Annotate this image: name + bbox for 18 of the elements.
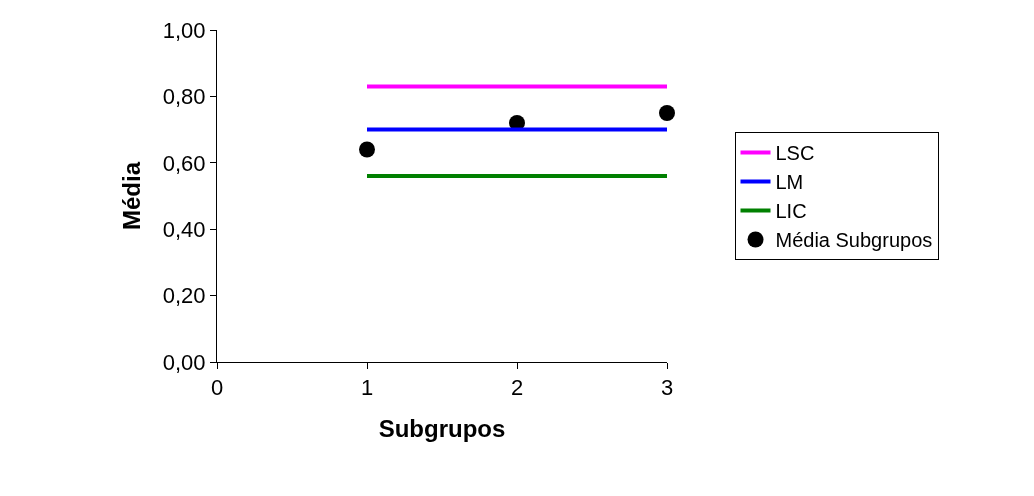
y-tick-label: 0,00: [162, 349, 206, 375]
legend-label: Média Subgrupos: [775, 229, 933, 252]
y-tick-label: 0,40: [162, 216, 206, 242]
x-axis-title: Subgrupos: [378, 414, 506, 442]
y-tick-label: 1,00: [162, 17, 206, 43]
y-tick-label: 0,60: [162, 150, 206, 176]
y-tick-label: 0,20: [162, 283, 206, 309]
point: [359, 141, 375, 158]
y-tick-label: 0,80: [162, 84, 206, 110]
x-tick-label: 1: [360, 375, 374, 401]
x-tick-label: 3: [660, 375, 674, 401]
legend-label: LM: [775, 171, 804, 194]
x-tick-label: 0: [210, 375, 224, 401]
legend-label: LSC: [775, 142, 815, 165]
x-tick-label: 2: [510, 375, 524, 401]
y-axis-title: Média: [117, 161, 145, 231]
point: [659, 105, 675, 121]
legend-label: LIC: [775, 200, 807, 223]
